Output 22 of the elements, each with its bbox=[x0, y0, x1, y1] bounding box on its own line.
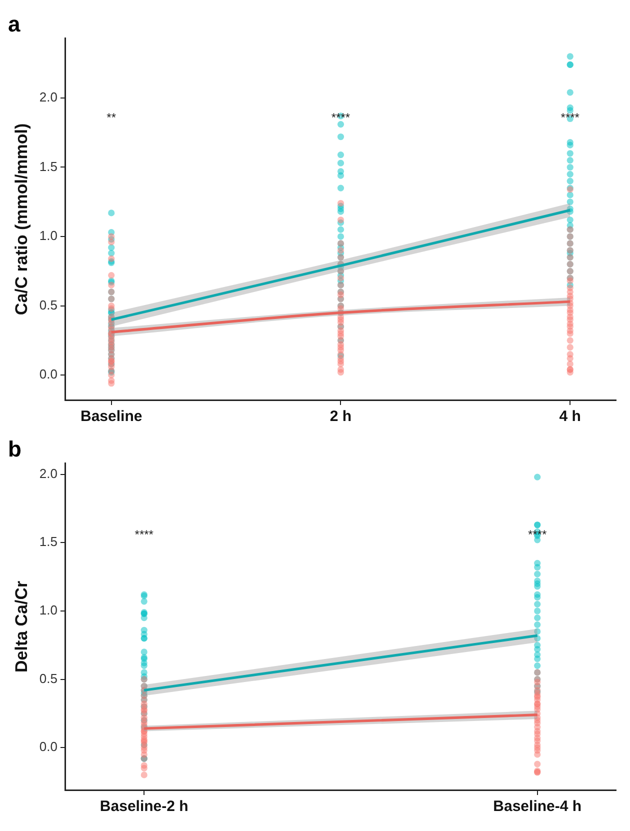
annotation: **** bbox=[560, 110, 580, 124]
y-tick-label: 0.5 bbox=[39, 670, 58, 686]
x-tick-label: Baseline bbox=[80, 408, 142, 426]
y-tick-label: 1.5 bbox=[39, 158, 58, 174]
chart-title: a bbox=[8, 11, 21, 36]
y-tick-label: 0.0 bbox=[39, 739, 58, 754]
annotation: ** bbox=[106, 110, 116, 124]
y-tick-label: 2.0 bbox=[39, 90, 58, 105]
y-tick-label: 1.5 bbox=[39, 534, 58, 550]
y-tick-label: 0.5 bbox=[39, 297, 58, 312]
y-tick-label: 1.0 bbox=[39, 228, 58, 244]
y-axis-title: Ca/C ratio (mmol/mmol) bbox=[12, 123, 31, 316]
y-tick-label: 1.0 bbox=[39, 602, 58, 618]
x-tick-label: Baseline-4 h bbox=[493, 798, 582, 816]
x-tick-label: 2 h bbox=[330, 408, 352, 426]
y-tick-label: 0.0 bbox=[39, 366, 58, 382]
x-tick-label: 4 h bbox=[559, 408, 581, 426]
y-tick-label: 2.0 bbox=[39, 466, 58, 481]
chart-title: b bbox=[8, 436, 22, 462]
annotation: **** bbox=[134, 528, 154, 542]
y-axis-title: Delta Ca/Cr bbox=[12, 580, 31, 673]
x-tick-label: Baseline-2 h bbox=[100, 798, 188, 816]
